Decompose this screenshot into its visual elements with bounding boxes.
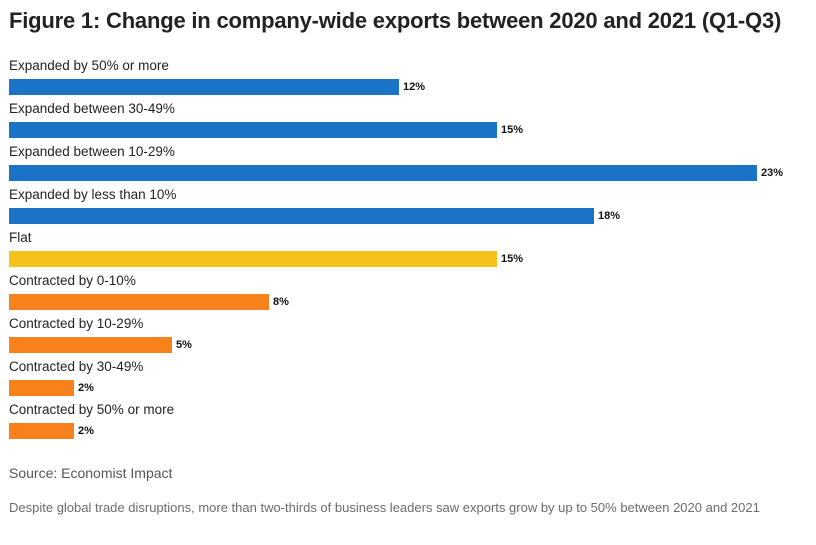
chart-panel: Figure 1: Change in company-wide exports… <box>9 8 784 481</box>
value-label: 18% <box>598 210 621 222</box>
category-label: Expanded between 30-49% <box>9 101 175 116</box>
category-label: Expanded by 50% or more <box>9 58 169 73</box>
bar <box>9 208 594 224</box>
value-label: 5% <box>176 339 192 351</box>
value-label: 15% <box>501 124 524 136</box>
value-label: 8% <box>273 296 289 308</box>
category-label: Contracted by 50% or more <box>9 402 175 417</box>
bar <box>9 122 497 138</box>
value-label: 23% <box>761 167 784 179</box>
category-label: Expanded by less than 10% <box>9 187 177 202</box>
bar <box>9 423 74 439</box>
chart-title: Figure 1: Change in company-wide exports… <box>9 8 782 33</box>
value-label: 15% <box>501 253 524 265</box>
bar <box>9 294 269 310</box>
value-label: 12% <box>403 81 426 93</box>
value-label: 2% <box>78 382 94 394</box>
value-label: 2% <box>78 425 94 437</box>
chart-plot: Expanded by 50% or more 12% Expanded betwe… <box>9 58 784 439</box>
bar <box>9 251 497 267</box>
category-label: Contracted by 0-10% <box>9 273 136 288</box>
category-label: Expanded between 10-29% <box>9 144 175 159</box>
bar <box>9 380 74 396</box>
bar <box>9 79 399 95</box>
figure-caption: Despite global trade disruptions, more t… <box>9 500 760 515</box>
bar <box>9 337 172 353</box>
chart-source: Source: Economist Impact <box>9 465 173 481</box>
bar <box>9 165 757 181</box>
category-label: Contracted by 10-29% <box>9 316 144 331</box>
category-label: Contracted by 30-49% <box>9 359 144 374</box>
category-label: Flat <box>9 230 32 245</box>
